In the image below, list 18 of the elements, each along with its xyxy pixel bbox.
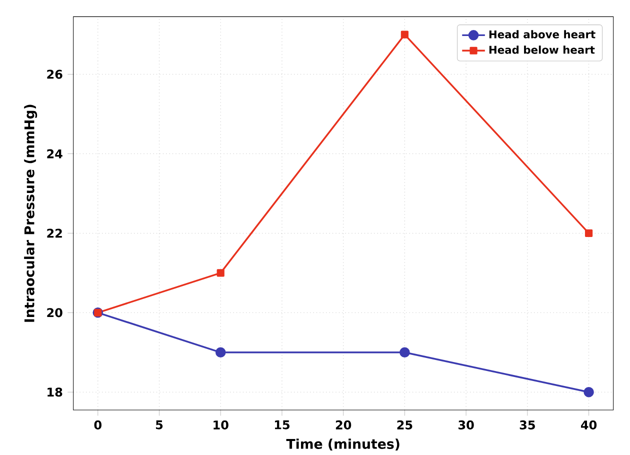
x-tick-label: 5 [156, 420, 163, 430]
x-tick-label: 25 [397, 420, 412, 430]
y-tick-label: 18 [48, 388, 62, 397]
x-tick-label: 10 [214, 420, 228, 430]
y-tick-label: 24 [47, 149, 62, 158]
x-axis-title: Time (minutes) [286, 438, 400, 451]
y-axis-title: Intraocular Pressure (mmHg) [24, 104, 38, 322]
x-tick-label: 0 [94, 420, 102, 430]
y-tick-label: 22 [47, 228, 62, 238]
x-tick-label: 40 [580, 420, 597, 430]
x-tick-label: 20 [336, 420, 352, 430]
y-tick-label: 26 [47, 70, 62, 79]
legend-label: Head below heart [489, 46, 595, 54]
y-tick-label: 20 [47, 308, 62, 318]
x-tick-label: 35 [520, 420, 535, 430]
x-tick-label: 15 [274, 420, 290, 430]
x-tick-label: 30 [458, 420, 474, 430]
legend-label: Head above heart [489, 30, 596, 38]
